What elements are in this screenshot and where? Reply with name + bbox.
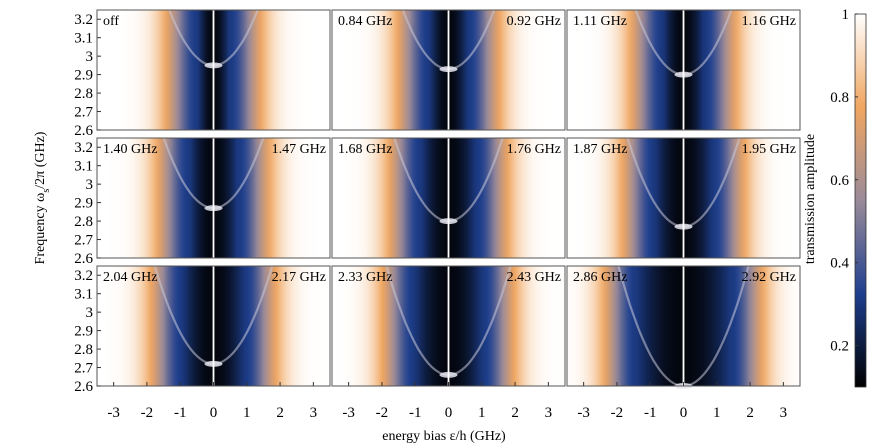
- x-tick-label: 1: [713, 405, 721, 421]
- panel-frame: [331, 137, 566, 259]
- x-tick-label: 2: [746, 405, 754, 421]
- y-tick-label: 2.6: [74, 379, 93, 395]
- panel: 0.84 GHz 0.92 GHz: [331, 9, 566, 131]
- y-tick-label: 3.1: [74, 287, 93, 303]
- y-tick-label: 3: [86, 49, 94, 65]
- colorbar-tick-label: 0.6: [830, 173, 849, 189]
- y-axis-label: Frequency ωs/2π (GHz): [33, 131, 52, 264]
- panel-left-label: off: [103, 14, 119, 29]
- y-tick-label: 2.6: [74, 251, 93, 267]
- colorbar: 0.2 0.4 0.6 0.8 1: [830, 7, 867, 388]
- panel: 2.33 GHz 2.43 GHz: [331, 265, 566, 387]
- panel-right-label: 1.76 GHz: [507, 142, 561, 157]
- x-tick-label: 3: [780, 405, 788, 421]
- y-tick-label: 3.2: [74, 268, 93, 284]
- colorbar-tick-label: 0.4: [830, 256, 849, 272]
- colorbar-tick-label: 0.2: [830, 339, 849, 355]
- panel: 1.40 GHz 1.47 GHz: [96, 137, 331, 259]
- panel: 1.87 GHz 1.95 GHz: [566, 137, 801, 259]
- colorbar-tick-label: 1: [842, 7, 850, 23]
- colorbar-gradient: [854, 13, 867, 388]
- y-tick-label: 2.8: [74, 86, 93, 102]
- x-tick-label: 3: [310, 405, 318, 421]
- panel-right-label: 1.95 GHz: [742, 142, 796, 157]
- panel-left-label: 1.11 GHz: [573, 14, 627, 29]
- x-tick-label: 0: [445, 405, 453, 421]
- panel: 1.68 GHz 1.76 GHz: [331, 137, 566, 259]
- x-tick-label: 3: [545, 405, 553, 421]
- resonance-curve: [617, 266, 750, 386]
- panel-left-label: 1.40 GHz: [103, 142, 157, 157]
- panel-right-label: 0.92 GHz: [507, 14, 561, 29]
- y-axis-label-sub: s: [41, 189, 52, 193]
- y-tick-label: 3: [86, 177, 94, 193]
- x-tick-label: -1: [644, 405, 657, 421]
- panel-frame: [96, 9, 331, 131]
- x-tick-label: -1: [174, 405, 187, 421]
- y-tick-label: 3.2: [74, 12, 93, 28]
- panel: off: [96, 9, 331, 131]
- y-tick-label: 3.1: [74, 159, 93, 175]
- x-tick-label: -2: [611, 405, 624, 421]
- colorbar-label: transmission amplitude: [803, 134, 818, 264]
- axes: 2.62.72.82.933.13.22.62.72.82.933.13.22.…: [74, 12, 787, 421]
- y-tick-label: 3.2: [74, 140, 93, 156]
- y-tick-label: 2.6: [74, 123, 93, 139]
- x-tick-label: -3: [577, 405, 590, 421]
- x-tick-label: -2: [376, 405, 389, 421]
- y-tick-label: 3.1: [74, 31, 93, 47]
- y-axis-label-main: Frequency ω: [33, 193, 48, 265]
- y-tick-label: 2.8: [74, 342, 93, 358]
- panel: 1.11 GHz 1.16 GHz: [566, 9, 801, 131]
- x-tick-label: 2: [276, 405, 284, 421]
- panel-left-label: 1.87 GHz: [573, 142, 627, 157]
- panel-left-label: 2.04 GHz: [103, 270, 157, 285]
- colorbar-tick-label: 0.8: [830, 90, 849, 106]
- x-tick-label: 2: [511, 405, 519, 421]
- panel-left-label: 2.86 GHz: [573, 270, 627, 285]
- x-tick-label: -3: [107, 405, 120, 421]
- panel-right-label: 2.17 GHz: [272, 270, 326, 285]
- y-tick-label: 2.7: [74, 361, 93, 377]
- panel: 2.04 GHz 2.17 GHz: [96, 265, 331, 387]
- x-tick-label: -1: [409, 405, 422, 421]
- y-tick-label: 2.7: [74, 105, 93, 121]
- x-tick-label: -3: [342, 405, 355, 421]
- panel: 2.86 GHz 2.92 GHz: [566, 265, 801, 389]
- panel-right-label: 2.92 GHz: [742, 270, 796, 285]
- panel-grid: off 0.84 GHz 0.92 GHz 1.11 GHz 1.16 GHz 1.40 …: [96, 9, 801, 389]
- x-tick-label: 0: [210, 405, 218, 421]
- x-tick-label: 0: [680, 405, 688, 421]
- panel-right-label: 2.43 GHz: [507, 270, 561, 285]
- panel-frame: [566, 9, 801, 131]
- panel-left-label: 0.84 GHz: [338, 14, 392, 29]
- panel-frame: [331, 9, 566, 131]
- panel-right-label: 1.16 GHz: [742, 14, 796, 29]
- panel-left-label: 2.33 GHz: [338, 270, 392, 285]
- y-tick-label: 2.9: [74, 196, 93, 212]
- x-axis-label: energy bias ε/h (GHz): [382, 429, 506, 444]
- y-tick-label: 3: [86, 305, 94, 321]
- x-tick-label: 1: [478, 405, 486, 421]
- y-axis-label-tail: /2π (GHz): [33, 131, 48, 189]
- panel-right-label: 1.47 GHz: [272, 142, 326, 157]
- y-tick-label: 2.8: [74, 214, 93, 230]
- panel-frame: [566, 137, 801, 259]
- y-tick-label: 2.9: [74, 68, 93, 84]
- y-tick-label: 2.7: [74, 233, 93, 249]
- y-tick-label: 2.9: [74, 324, 93, 340]
- x-tick-label: 1: [243, 405, 251, 421]
- panel-left-label: 1.68 GHz: [338, 142, 392, 157]
- x-tick-label: -2: [141, 405, 154, 421]
- panel-frame: [96, 137, 331, 259]
